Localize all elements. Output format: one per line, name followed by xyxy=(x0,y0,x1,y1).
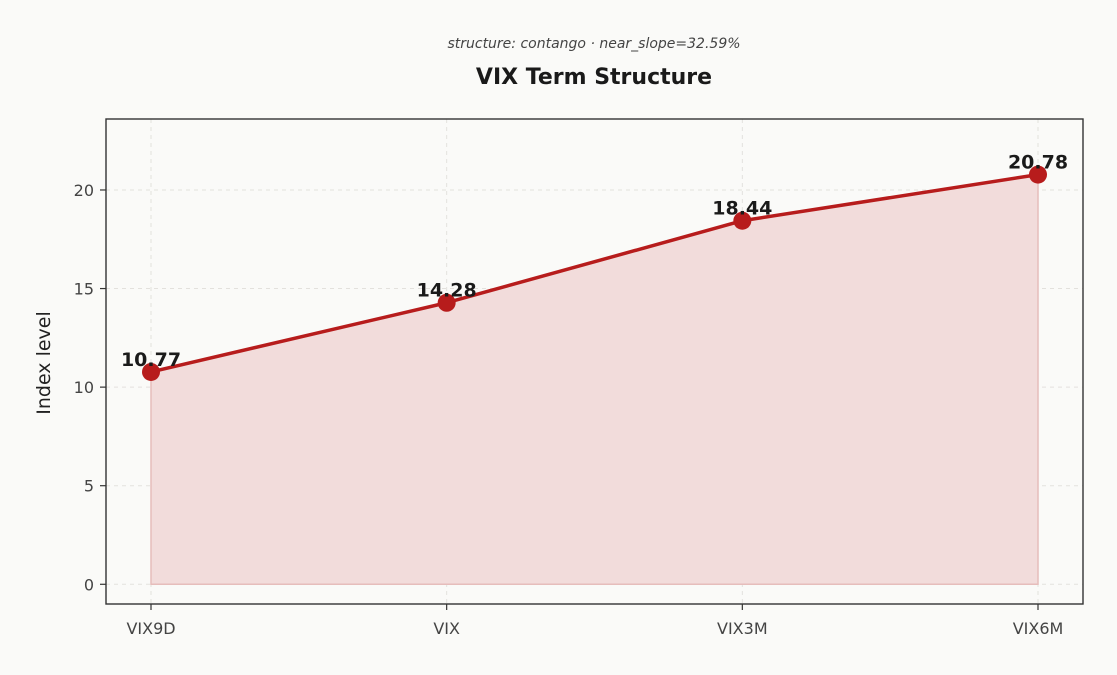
plot-frame xyxy=(105,118,1084,605)
data-label-layer: 10.77 14.28 18.44 20.78 xyxy=(121,152,1068,371)
data-label: 18.44 xyxy=(712,198,772,220)
tick-layer: 0 5 10 15 20 VIX9D VIX VIX3M VIX6M xyxy=(74,181,1064,638)
marker-layer xyxy=(142,165,1047,381)
chart-subtitle: structure: contango · near_slope=32.59% xyxy=(447,36,740,52)
area-fill xyxy=(150,173,1039,586)
data-point-marker xyxy=(733,211,752,230)
data-point-marker xyxy=(1029,165,1047,184)
y-tick-label: 0 xyxy=(84,575,94,594)
x-tick-label: VIX9D xyxy=(126,619,175,638)
area-layer xyxy=(150,173,1039,586)
line-layer xyxy=(149,172,1040,374)
y-tick-label: 5 xyxy=(84,477,94,496)
y-axis-label: Index level xyxy=(33,311,55,415)
x-tick-label: VIX6M xyxy=(1013,619,1064,638)
data-label: 10.77 xyxy=(121,349,181,371)
x-tick-label: VIX3M xyxy=(717,619,768,638)
data-label: 20.78 xyxy=(1008,152,1068,174)
y-tick-label: 15 xyxy=(74,280,94,299)
data-point-marker xyxy=(142,362,160,381)
data-point-marker xyxy=(437,293,456,312)
y-tick-label: 20 xyxy=(74,181,94,200)
y-tick-label: 10 xyxy=(74,378,94,397)
x-tick-label: VIX xyxy=(433,619,460,638)
chart-title: VIX Term Structure xyxy=(476,65,712,90)
data-label: 14.28 xyxy=(417,280,477,302)
series-line xyxy=(149,172,1040,374)
